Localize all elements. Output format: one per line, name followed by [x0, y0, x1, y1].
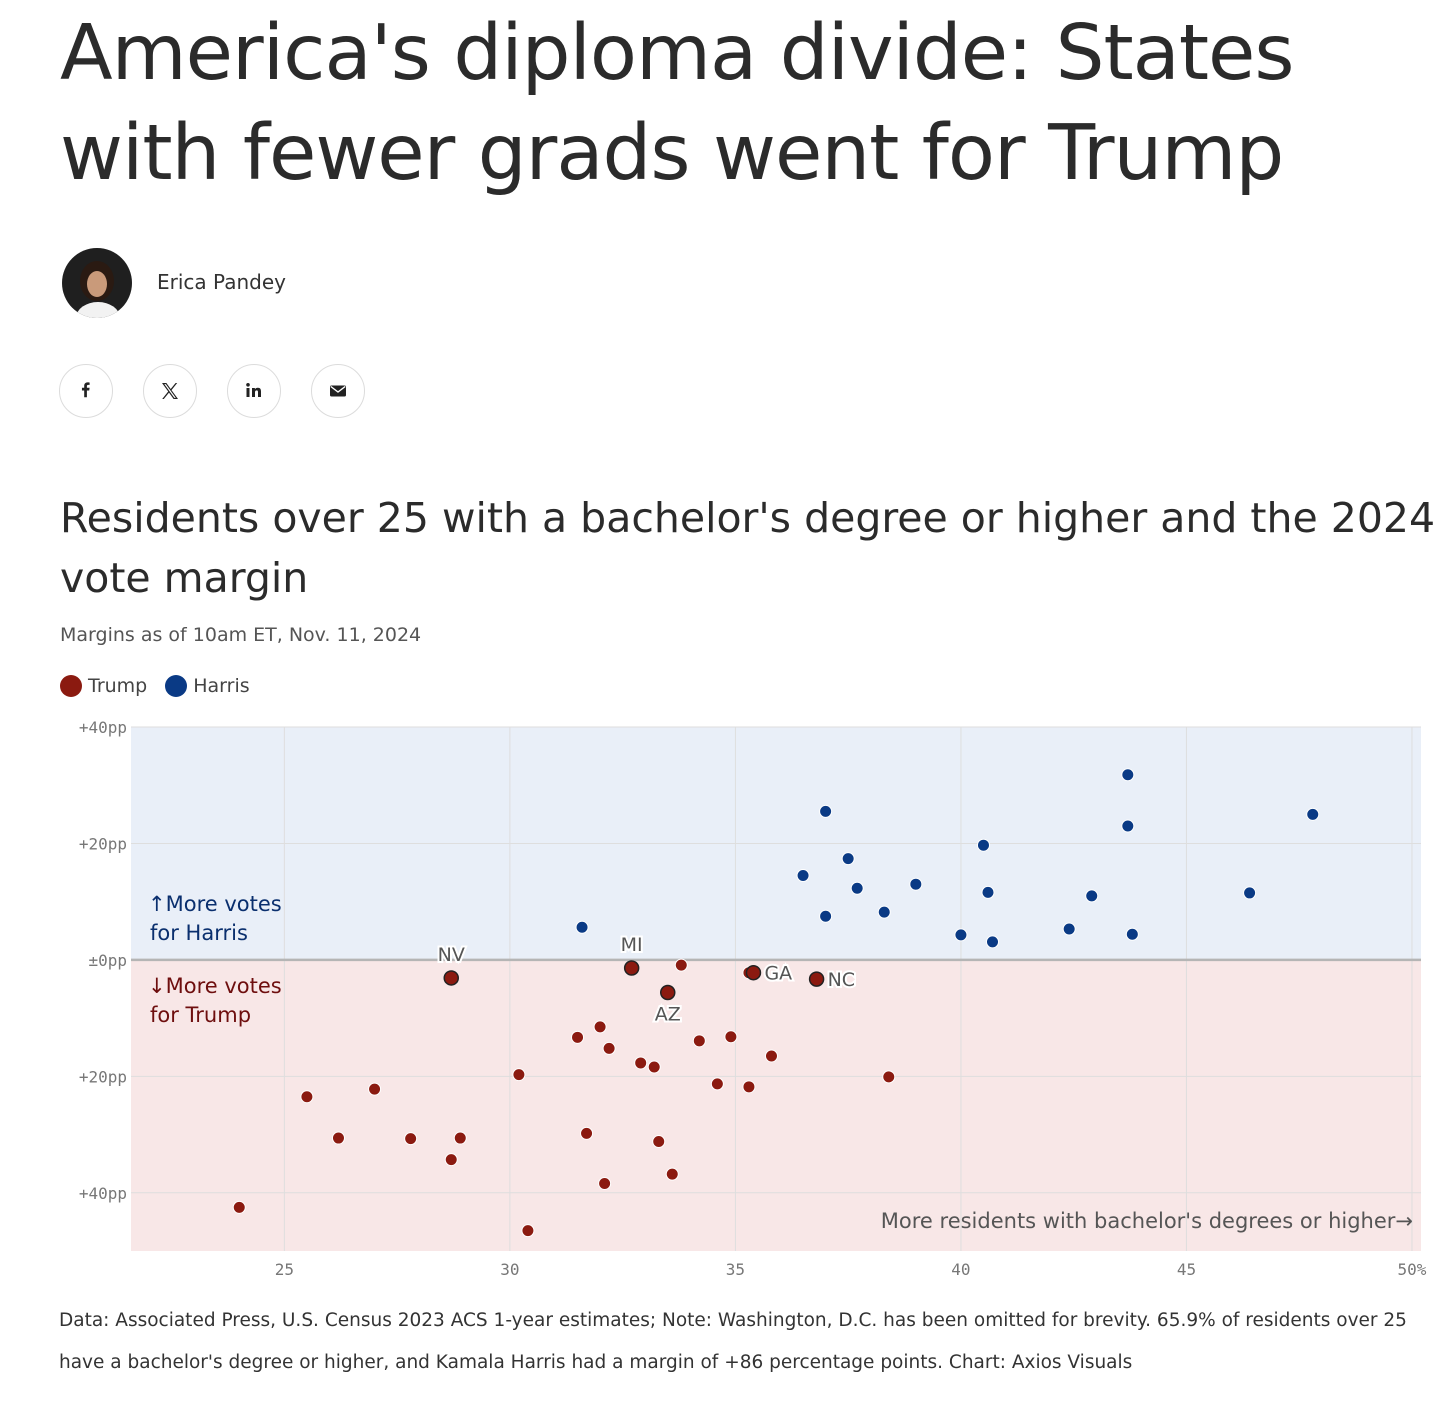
chart-subtitle: Margins as of 10am ET, Nov. 11, 2024 [60, 624, 422, 646]
state-label: NC [828, 969, 855, 991]
trump-point [602, 1041, 616, 1055]
harris-point [909, 877, 923, 891]
harris-point [1062, 922, 1076, 936]
state-label: MI [621, 934, 643, 956]
trump-point [724, 1030, 738, 1044]
harris-point [1121, 768, 1135, 782]
harris-point [1085, 889, 1099, 903]
author-avatar[interactable] [62, 248, 132, 318]
trump-point [634, 1056, 648, 1070]
trump-point [443, 970, 459, 986]
x-share-button[interactable] [143, 364, 197, 418]
trump-point [580, 1126, 594, 1140]
trump-point [453, 1131, 467, 1145]
trump-region-label: ↓More votes [148, 974, 282, 998]
harris-point [986, 935, 1000, 949]
chart-legend: Trump Harris [60, 672, 268, 700]
linkedin-icon [246, 383, 261, 397]
state-label: GA [764, 963, 792, 985]
facebook-icon [81, 382, 90, 398]
trump-point [404, 1132, 418, 1146]
trump-point [742, 1080, 756, 1094]
trump-point [300, 1090, 314, 1104]
trump-region-label: for Trump [150, 1003, 251, 1027]
harris-region-label: for Harris [150, 921, 248, 945]
harris-point [575, 920, 589, 934]
y-tick-label: +40pp [79, 718, 127, 737]
x-tick-label: 35 [726, 1260, 745, 1279]
harris-point [819, 909, 833, 923]
x-axis-label: More residents with bachelor's degrees o… [881, 1209, 1413, 1233]
author-name[interactable]: Erica Pandey [157, 270, 286, 294]
source-line-2: have a bachelor's degree or higher, and … [59, 1352, 1133, 1373]
trump-point [521, 1224, 535, 1238]
state-label: NV [438, 944, 465, 966]
trump-point [647, 1060, 661, 1074]
scatter-chart: 25 30 35 40 45 50% +40pp +20pp ±0pp +20pp +40pp ↑Mo… [79, 718, 1427, 1279]
x-tick-label: 40 [951, 1260, 970, 1279]
email-icon [330, 385, 346, 397]
x-icon [162, 383, 178, 399]
trump-point [593, 1020, 607, 1034]
facebook-share-button[interactable] [59, 364, 113, 418]
x-tick-label: 30 [500, 1260, 519, 1279]
trump-point [444, 1153, 458, 1167]
trump-point [623, 960, 640, 976]
trump-point [368, 1082, 382, 1096]
harris-point [796, 868, 810, 882]
email-share-button[interactable] [311, 364, 365, 418]
chart-source-note: Data: Associated Press, U.S. Census 2023… [59, 1300, 1439, 1384]
chart-title: Residents over 25 with a bachelor's degr… [60, 494, 1436, 602]
legend-swatch-trump [60, 675, 82, 697]
harris-point [877, 905, 891, 919]
legend-item-harris: Harris [165, 675, 250, 697]
x-tick-label: 45 [1177, 1260, 1196, 1279]
trump-point [598, 1176, 612, 1190]
headline: America's diploma divide: States with fe… [60, 9, 1295, 198]
x-tick-label: 25 [275, 1260, 294, 1279]
y-tick-label: +40pp [79, 1184, 127, 1203]
harris-point [976, 838, 990, 852]
trump-point [808, 971, 825, 987]
trump-point [674, 958, 688, 972]
linkedin-share-button[interactable] [227, 364, 281, 418]
harris-point [954, 928, 968, 942]
harris-point [1243, 886, 1257, 900]
harris-point [1121, 819, 1135, 833]
trump-point [764, 1049, 778, 1063]
harris-point [981, 885, 995, 899]
trump-point [571, 1030, 585, 1044]
y-tick-label: ±0pp [88, 951, 127, 970]
trump-point [652, 1135, 666, 1149]
trump-point [692, 1034, 706, 1048]
trump-point [659, 984, 676, 1001]
harris-point [819, 804, 833, 818]
y-tick-label: +20pp [79, 1067, 127, 1086]
trump-point [745, 964, 762, 981]
trump-point [331, 1131, 345, 1145]
legend-swatch-harris [165, 675, 188, 697]
trump-point [882, 1070, 896, 1084]
trump-point [665, 1167, 679, 1181]
legend-item-trump: Trump [60, 675, 147, 697]
source-line-1: Data: Associated Press, U.S. Census 2023… [59, 1310, 1407, 1331]
trump-point [232, 1200, 246, 1214]
trump-point [512, 1068, 526, 1082]
trump-region [131, 959, 1421, 1251]
harris-region-label: ↑More votes [148, 892, 282, 916]
legend-label-trump: Trump [88, 675, 148, 697]
x-tick-label: 50% [1398, 1260, 1427, 1279]
harris-point [850, 881, 864, 895]
y-tick-label: +20pp [79, 834, 127, 853]
harris-point [1125, 927, 1139, 941]
state-label: AZ [655, 1003, 681, 1025]
harris-point [1306, 807, 1320, 821]
legend-label-harris: Harris [193, 675, 250, 697]
harris-point [841, 852, 855, 866]
avatar-image [62, 248, 132, 318]
trump-point [710, 1077, 724, 1091]
